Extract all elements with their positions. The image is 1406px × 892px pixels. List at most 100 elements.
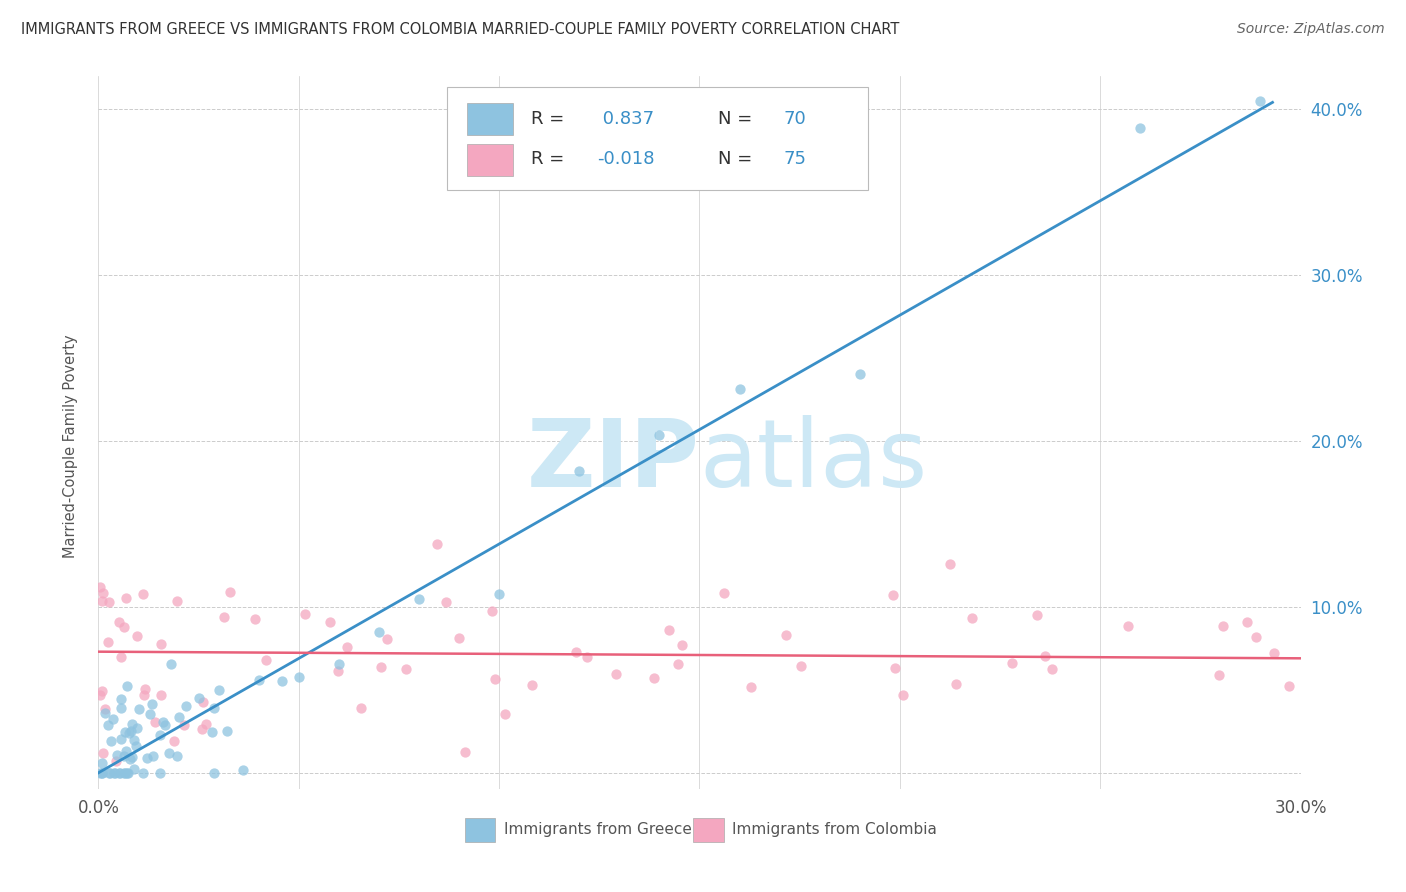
Point [740, 680, 762, 694]
Point [115, 744, 138, 758]
Point [232, 763, 254, 777]
Point [648, 428, 671, 442]
Point [117, 765, 139, 780]
Point [319, 615, 342, 629]
Point [114, 725, 136, 739]
Point [671, 639, 693, 653]
Point [103, 765, 125, 780]
Point [1236, 615, 1258, 629]
Point [141, 698, 163, 712]
Point [135, 751, 157, 765]
Point [377, 632, 399, 646]
Point [142, 749, 165, 764]
Point [174, 699, 197, 714]
Text: 75: 75 [783, 151, 807, 169]
Point [157, 746, 180, 760]
Point [115, 591, 138, 605]
Point [173, 718, 195, 732]
Point [90, 684, 112, 698]
Point [160, 657, 183, 671]
Text: N =: N = [717, 110, 758, 128]
Point [217, 723, 239, 738]
Point [118, 726, 141, 740]
Point [104, 765, 127, 780]
Point [849, 367, 872, 381]
Point [247, 673, 270, 687]
Point [884, 661, 907, 675]
Point [121, 750, 143, 764]
Point [190, 722, 212, 736]
Point [494, 707, 516, 722]
Point [1208, 667, 1230, 681]
Point [568, 464, 591, 478]
Point [132, 688, 155, 702]
Point [167, 710, 190, 724]
Text: ZIP: ZIP [527, 415, 699, 508]
Point [254, 652, 277, 666]
Point [166, 749, 188, 764]
Point [294, 607, 316, 621]
Point [97, 595, 120, 609]
FancyBboxPatch shape [447, 87, 868, 190]
Point [191, 695, 214, 709]
Point [945, 677, 967, 691]
Point [1244, 630, 1267, 644]
Point [100, 734, 122, 748]
Point [271, 673, 294, 688]
Point [893, 689, 915, 703]
Point [349, 701, 371, 715]
Point [202, 701, 225, 715]
Point [110, 732, 132, 747]
Point [484, 673, 506, 687]
Point [728, 382, 751, 396]
Point [105, 754, 128, 768]
Point [110, 700, 132, 714]
Point [114, 765, 136, 780]
Point [124, 739, 146, 754]
Point [134, 681, 156, 696]
Point [370, 660, 392, 674]
Point [91, 765, 114, 780]
Point [90, 594, 112, 608]
Point [127, 629, 149, 643]
Point [336, 640, 359, 654]
Point [149, 728, 172, 742]
FancyBboxPatch shape [693, 818, 724, 841]
Point [449, 631, 471, 645]
Point [1263, 646, 1285, 660]
Text: 70: 70 [783, 110, 807, 128]
Point [713, 586, 735, 600]
Point [122, 732, 145, 747]
Point [666, 657, 689, 671]
Point [328, 657, 350, 671]
Point [118, 752, 141, 766]
Point [882, 588, 904, 602]
Point [128, 702, 150, 716]
Point [166, 594, 188, 608]
Point [125, 721, 148, 735]
Point [120, 724, 142, 739]
Point [1033, 648, 1056, 663]
Point [93, 585, 115, 599]
Point [775, 628, 797, 642]
Point [962, 611, 984, 625]
Point [89, 580, 111, 594]
Point [110, 691, 132, 706]
Point [94, 701, 117, 715]
FancyBboxPatch shape [467, 144, 513, 176]
Point [1026, 607, 1049, 622]
Point [395, 662, 418, 676]
Point [1001, 657, 1024, 671]
Point [187, 691, 209, 706]
Point [408, 592, 430, 607]
Point [112, 748, 135, 763]
Point [212, 610, 235, 624]
Point [328, 665, 350, 679]
Point [98, 765, 121, 780]
Point [368, 625, 391, 640]
Point [243, 612, 266, 626]
Point [1040, 662, 1063, 676]
Point [658, 623, 681, 637]
Text: 0.837: 0.837 [598, 110, 654, 128]
Text: Immigrants from Greece: Immigrants from Greece [503, 822, 692, 837]
